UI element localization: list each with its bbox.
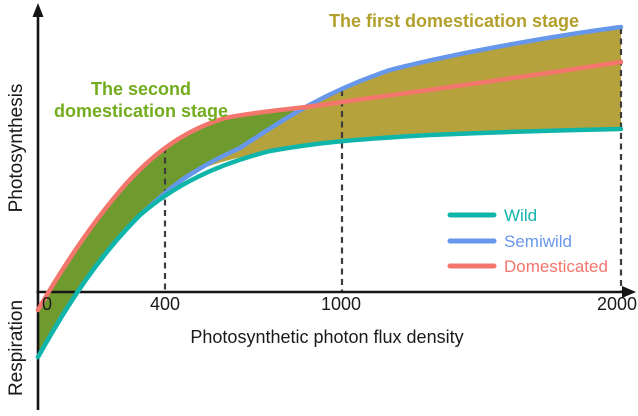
second-stage-label-line1: The second <box>91 79 191 99</box>
x-tick-2000: 2000 <box>597 294 637 314</box>
second-domestication-stage-region <box>38 106 308 357</box>
legend-label-domesticated: Domesticated <box>504 257 608 276</box>
y-axis-label-photosynthesis: Photosynthesis <box>6 84 27 213</box>
legend-label-semiwild: Semiwild <box>504 232 572 251</box>
first-stage-label: The first domestication stage <box>329 11 579 31</box>
x-axis-label: Photosynthetic photon flux density <box>190 327 463 347</box>
domesticated-curve <box>35 59 624 313</box>
y-axis-arrowhead <box>32 3 44 17</box>
x-tick-400: 400 <box>150 294 180 314</box>
y-axis-label-respiration: Respiration <box>6 300 27 396</box>
x-axis-arrowhead <box>622 286 636 298</box>
x-tick-0: 0 <box>42 294 52 314</box>
first-domestication-stage-region <box>196 27 621 171</box>
legend: Wild Semiwild Domesticated <box>447 206 608 276</box>
legend-label-wild: Wild <box>504 206 537 225</box>
wild-curve <box>35 126 624 360</box>
x-tick-1000: 1000 <box>321 294 361 314</box>
second-stage-label-line2: domestication stage <box>54 101 228 121</box>
